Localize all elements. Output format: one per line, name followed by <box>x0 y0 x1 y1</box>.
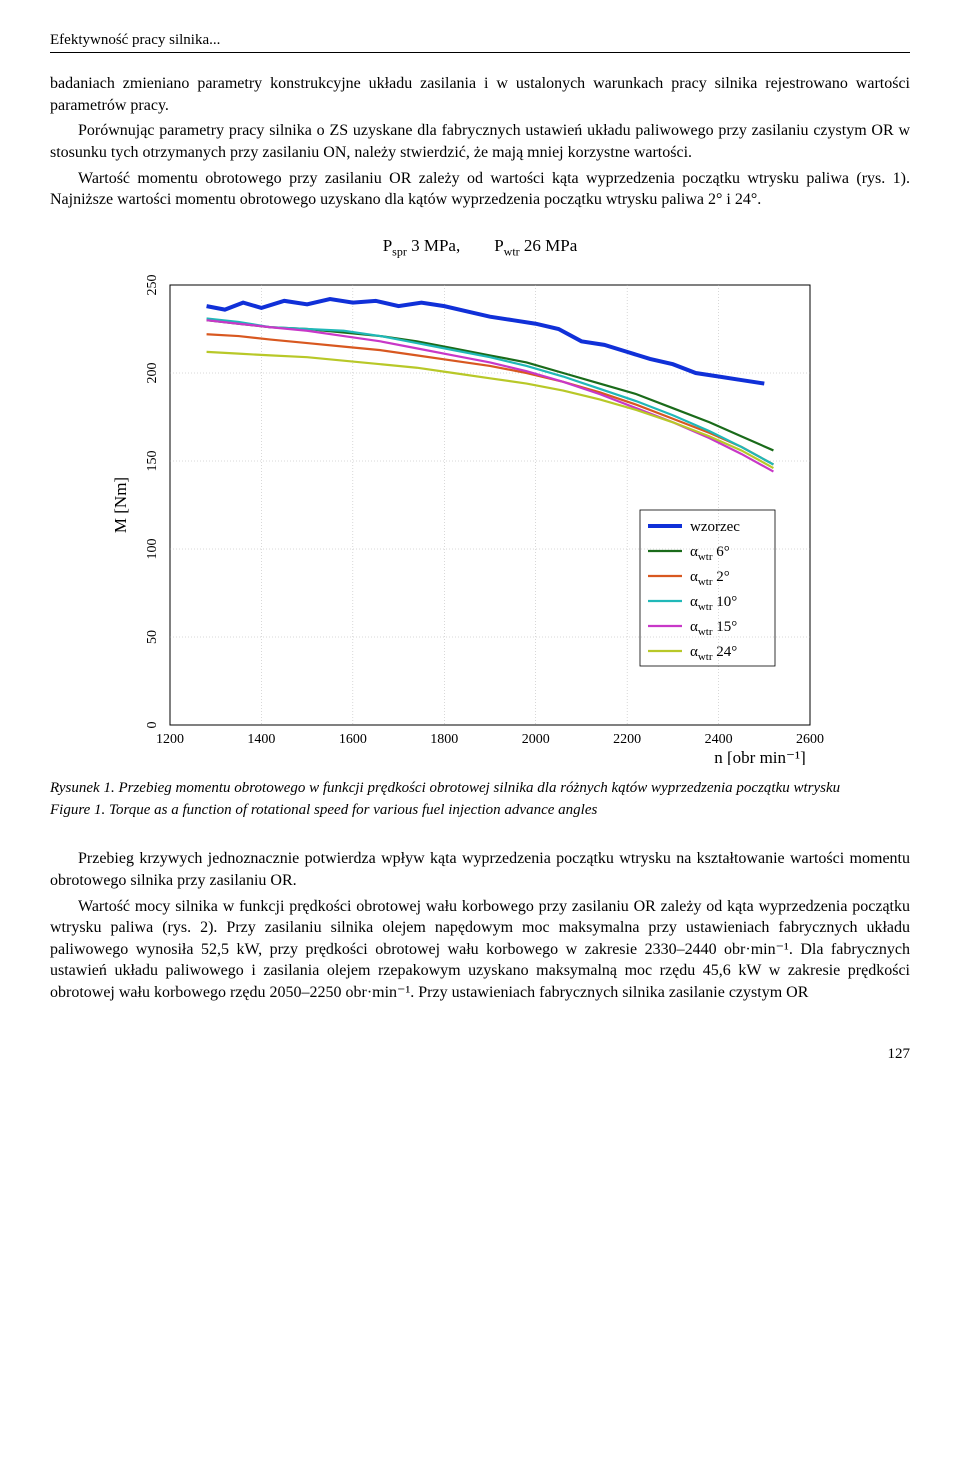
svg-text:1200: 1200 <box>156 732 184 747</box>
paragraph-2: Porównując parametry pracy silnika o ZS … <box>50 120 910 163</box>
svg-text:50: 50 <box>145 630 160 644</box>
page-header: Efektywność pracy silnika... <box>50 30 910 53</box>
chart-title-right: Pwtr 26 MPa <box>494 236 577 255</box>
svg-text:2200: 2200 <box>613 732 641 747</box>
paragraph-1: badaniach zmieniano parametry konstrukcy… <box>50 73 910 116</box>
paragraph-5: Wartość mocy silnika w funkcji prędkości… <box>50 896 910 1004</box>
svg-text:αwtr 24°: αwtr 24° <box>690 644 737 663</box>
svg-text:αwtr 6°: αwtr 6° <box>690 544 730 563</box>
svg-text:1600: 1600 <box>339 732 367 747</box>
caption-pl: Rysunek 1. Przebieg momentu obrotowego w… <box>50 779 910 799</box>
svg-text:αwtr 10°: αwtr 10° <box>690 594 737 613</box>
svg-text:1800: 1800 <box>430 732 458 747</box>
page-number: 127 <box>50 1044 910 1064</box>
svg-text:0: 0 <box>145 722 160 729</box>
caption-en: Figure 1. Torque as a function of rotati… <box>50 801 910 821</box>
svg-text:wzorzec: wzorzec <box>690 519 740 535</box>
paragraph-3: Wartość momentu obrotowego przy zasilani… <box>50 168 910 211</box>
svg-text:2600: 2600 <box>796 732 824 747</box>
chart-title: Pspr 3 MPa, Pwtr 26 MPa <box>100 235 860 260</box>
figure-1: Pspr 3 MPa, Pwtr 26 MPa 1200 1400 1600 1800… <box>100 235 860 766</box>
svg-text:100: 100 <box>145 539 160 560</box>
svg-text:n [obr min⁻¹]: n [obr min⁻¹] <box>714 748 806 765</box>
svg-text:200: 200 <box>145 363 160 384</box>
svg-text:αwtr 2°: αwtr 2° <box>690 569 730 588</box>
chart-title-left: Pspr 3 MPa, <box>383 236 461 255</box>
svg-text:αwtr 15°: αwtr 15° <box>690 619 737 638</box>
line-chart: 1200 1400 1600 1800 2000 2200 2400 2600 0 50 100 15… <box>100 265 860 765</box>
svg-text:1400: 1400 <box>247 732 275 747</box>
svg-text:150: 150 <box>145 451 160 472</box>
svg-text:2400: 2400 <box>705 732 733 747</box>
paragraph-4: Przebieg krzywych jednoznacznie potwierd… <box>50 848 910 891</box>
svg-text:M [Nm]: M [Nm] <box>111 477 130 533</box>
figure-caption: Rysunek 1. Przebieg momentu obrotowego w… <box>50 779 910 820</box>
svg-text:250: 250 <box>145 275 160 296</box>
svg-text:2000: 2000 <box>522 732 550 747</box>
